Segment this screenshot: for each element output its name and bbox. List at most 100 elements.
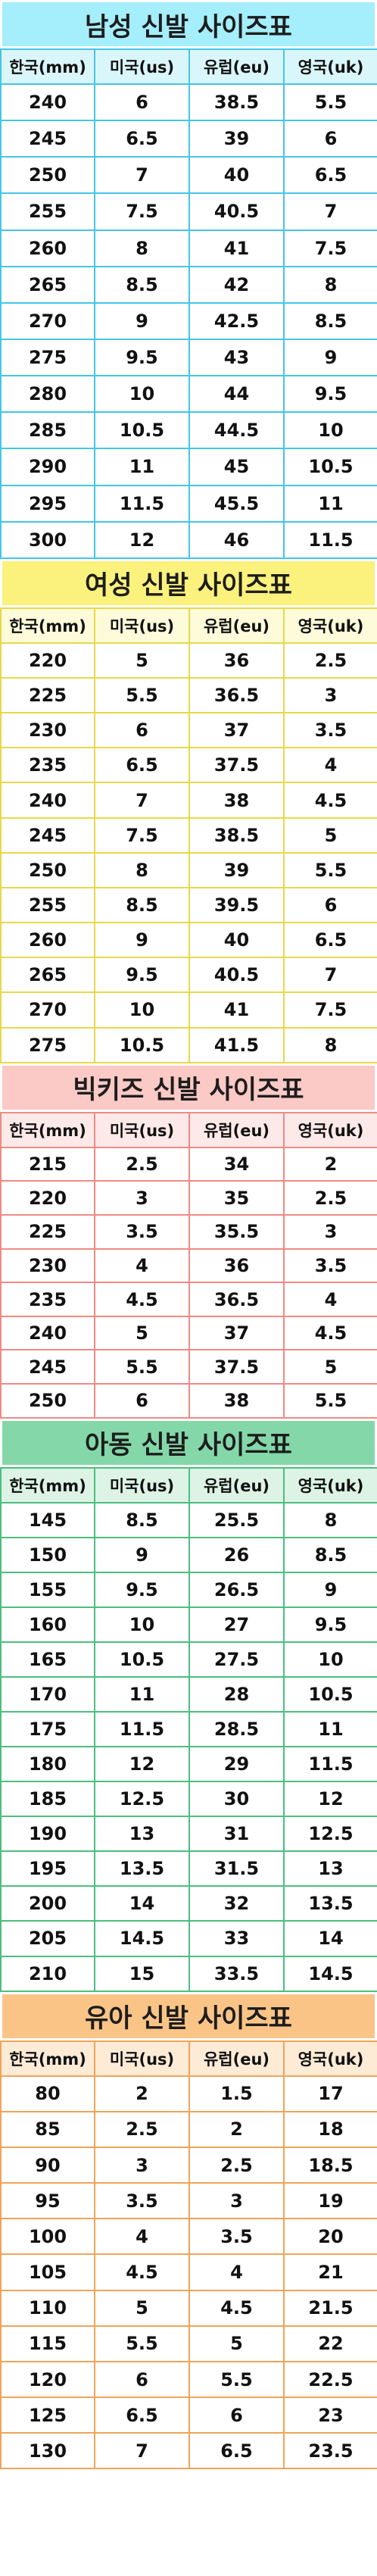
uk-size-cell: 20 (283, 2218, 377, 2256)
table-row: 280 10 44 9.5 (0, 375, 377, 414)
korea-size-cell: 240 (0, 1315, 95, 1351)
eu-size-cell: 37 (188, 712, 285, 749)
header-uk: 영국(uk) (283, 607, 377, 644)
table-row: 265 9.5 40.5 7 (0, 957, 377, 994)
eu-size-cell: 37.5 (188, 1349, 285, 1385)
eu-size-cell: 34 (188, 1146, 285, 1182)
korea-size-cell: 120 (0, 2360, 95, 2399)
us-size-cell: 3.5 (94, 1213, 190, 1250)
uk-size-cell: 18 (283, 2110, 377, 2148)
table-row: 270 9 42.5 8.5 (0, 301, 377, 340)
us-size-cell: 12 (94, 1746, 190, 1783)
us-size-cell: 2.5 (94, 2110, 190, 2148)
us-size-cell: 8 (94, 851, 190, 888)
us-size-cell: 4.5 (94, 2253, 190, 2291)
table-row: 165 10.5 27.5 10 (0, 1641, 377, 1678)
table-row: 80 2 1.5 17 (0, 2075, 377, 2112)
table-row: 255 7.5 40.5 7 (0, 192, 377, 231)
size-chart-page: 남성 신발 사이즈표 한국(mm) 미국(us) 유럽(eu) 영국(uk) 2… (0, 0, 377, 2470)
eu-size-cell: 40.5 (188, 192, 285, 231)
eu-size-cell: 38 (188, 1383, 285, 1419)
us-size-cell: 7.5 (94, 192, 190, 231)
eu-size-cell: 40 (188, 922, 285, 959)
us-size-cell: 10 (94, 1606, 190, 1643)
us-size-cell: 3 (94, 1180, 190, 1216)
size-table: 한국(mm) 미국(us) 유럽(eu) 영국(uk) 215 2.5 34 2 220… (0, 1111, 377, 1419)
us-size-cell: 7.5 (94, 817, 190, 854)
table-row: 85 2.5 2 18 (0, 2110, 377, 2148)
us-size-cell: 7 (94, 782, 190, 819)
uk-size-cell: 12.5 (283, 1816, 377, 1853)
table-row: 190 13 31 12.5 (0, 1816, 377, 1853)
uk-size-cell: 4.5 (283, 782, 377, 819)
korea-size-cell: 295 (0, 484, 95, 523)
korea-size-cell: 185 (0, 1781, 95, 1818)
uk-size-cell: 13 (283, 1850, 377, 1888)
uk-size-cell: 21 (283, 2253, 377, 2291)
us-size-cell: 6.5 (94, 2396, 190, 2434)
uk-size-cell: 7.5 (283, 991, 377, 1029)
us-size-cell: 10.5 (94, 411, 190, 450)
uk-size-cell: 8 (283, 1501, 377, 1538)
uk-size-cell: 11.5 (283, 1746, 377, 1783)
table-row: 230 4 36 3.5 (0, 1247, 377, 1284)
eu-size-cell: 43 (188, 338, 285, 377)
korea-size-cell: 80 (0, 2075, 95, 2112)
uk-size-cell: 7 (283, 192, 377, 231)
us-size-cell: 9 (94, 1536, 190, 1573)
table-row: 160 10 27 9.5 (0, 1606, 377, 1643)
us-size-cell: 6.5 (94, 747, 190, 784)
korea-size-cell: 200 (0, 1885, 95, 1922)
eu-size-cell: 2 (188, 2110, 285, 2148)
us-size-cell: 11.5 (94, 1711, 190, 1748)
us-size-cell: 9 (94, 922, 190, 959)
korea-size-cell: 260 (0, 229, 95, 267)
eu-size-cell: 38 (188, 782, 285, 819)
uk-size-cell: 5.5 (283, 851, 377, 888)
table-row: 250 6 38 5.5 (0, 1383, 377, 1419)
kids-size-section: 아동 신발 사이즈표 한국(mm) 미국(us) 유럽(eu) 영국(uk) 1… (0, 1418, 377, 1992)
eu-size-cell: 42.5 (188, 301, 285, 340)
table-row: 300 12 46 11.5 (0, 520, 377, 559)
uk-size-cell: 12 (283, 1781, 377, 1818)
korea-size-cell: 100 (0, 2218, 95, 2256)
korea-size-cell: 115 (0, 2325, 95, 2362)
uk-size-cell: 9.5 (283, 375, 377, 414)
eu-size-cell: 32 (188, 1885, 285, 1922)
big-kids-size-section: 빅키즈 신발 사이즈표 한국(mm) 미국(us) 유럽(eu) 영국(uk) … (0, 1063, 377, 1419)
table-row: 260 8 41 7.5 (0, 229, 377, 267)
table-row: 295 11.5 45.5 11 (0, 484, 377, 523)
us-size-cell: 11.5 (94, 484, 190, 523)
korea-size-cell: 180 (0, 1746, 95, 1783)
uk-size-cell: 13.5 (283, 1885, 377, 1922)
eu-size-cell: 41 (188, 229, 285, 267)
us-size-cell: 14.5 (94, 1920, 190, 1957)
us-size-cell: 5 (94, 642, 190, 679)
eu-size-cell: 1.5 (188, 2075, 285, 2112)
table-row: 185 12.5 30 12 (0, 1781, 377, 1818)
table-row: 95 3.5 3 19 (0, 2182, 377, 2220)
korea-size-cell: 265 (0, 957, 95, 994)
table-row: 235 4.5 36.5 4 (0, 1282, 377, 1317)
table-row: 105 4.5 4 21 (0, 2253, 377, 2291)
header-eu: 유럽(eu) (188, 607, 285, 644)
uk-size-cell: 8.5 (283, 301, 377, 340)
table-row: 245 5.5 37.5 5 (0, 1349, 377, 1385)
us-size-cell: 3.5 (94, 2182, 190, 2220)
eu-size-cell: 26 (188, 1536, 285, 1573)
eu-size-cell: 4 (188, 2253, 285, 2291)
us-size-cell: 4 (94, 1247, 190, 1284)
uk-size-cell: 6.5 (283, 922, 377, 959)
table-row: 110 5 4.5 21.5 (0, 2289, 377, 2327)
header-uk: 영국(uk) (283, 48, 377, 85)
eu-size-cell: 36.5 (188, 676, 285, 714)
korea-size-cell: 130 (0, 2432, 95, 2470)
table-row: 240 6 38.5 5.5 (0, 83, 377, 122)
korea-size-cell: 170 (0, 1676, 95, 1713)
korea-size-cell: 245 (0, 120, 95, 158)
korea-size-cell: 225 (0, 1213, 95, 1250)
us-size-cell: 8.5 (94, 265, 190, 304)
korea-size-cell: 205 (0, 1920, 95, 1957)
table-row: 120 6 5.5 22.5 (0, 2360, 377, 2399)
korea-size-cell: 275 (0, 338, 95, 377)
